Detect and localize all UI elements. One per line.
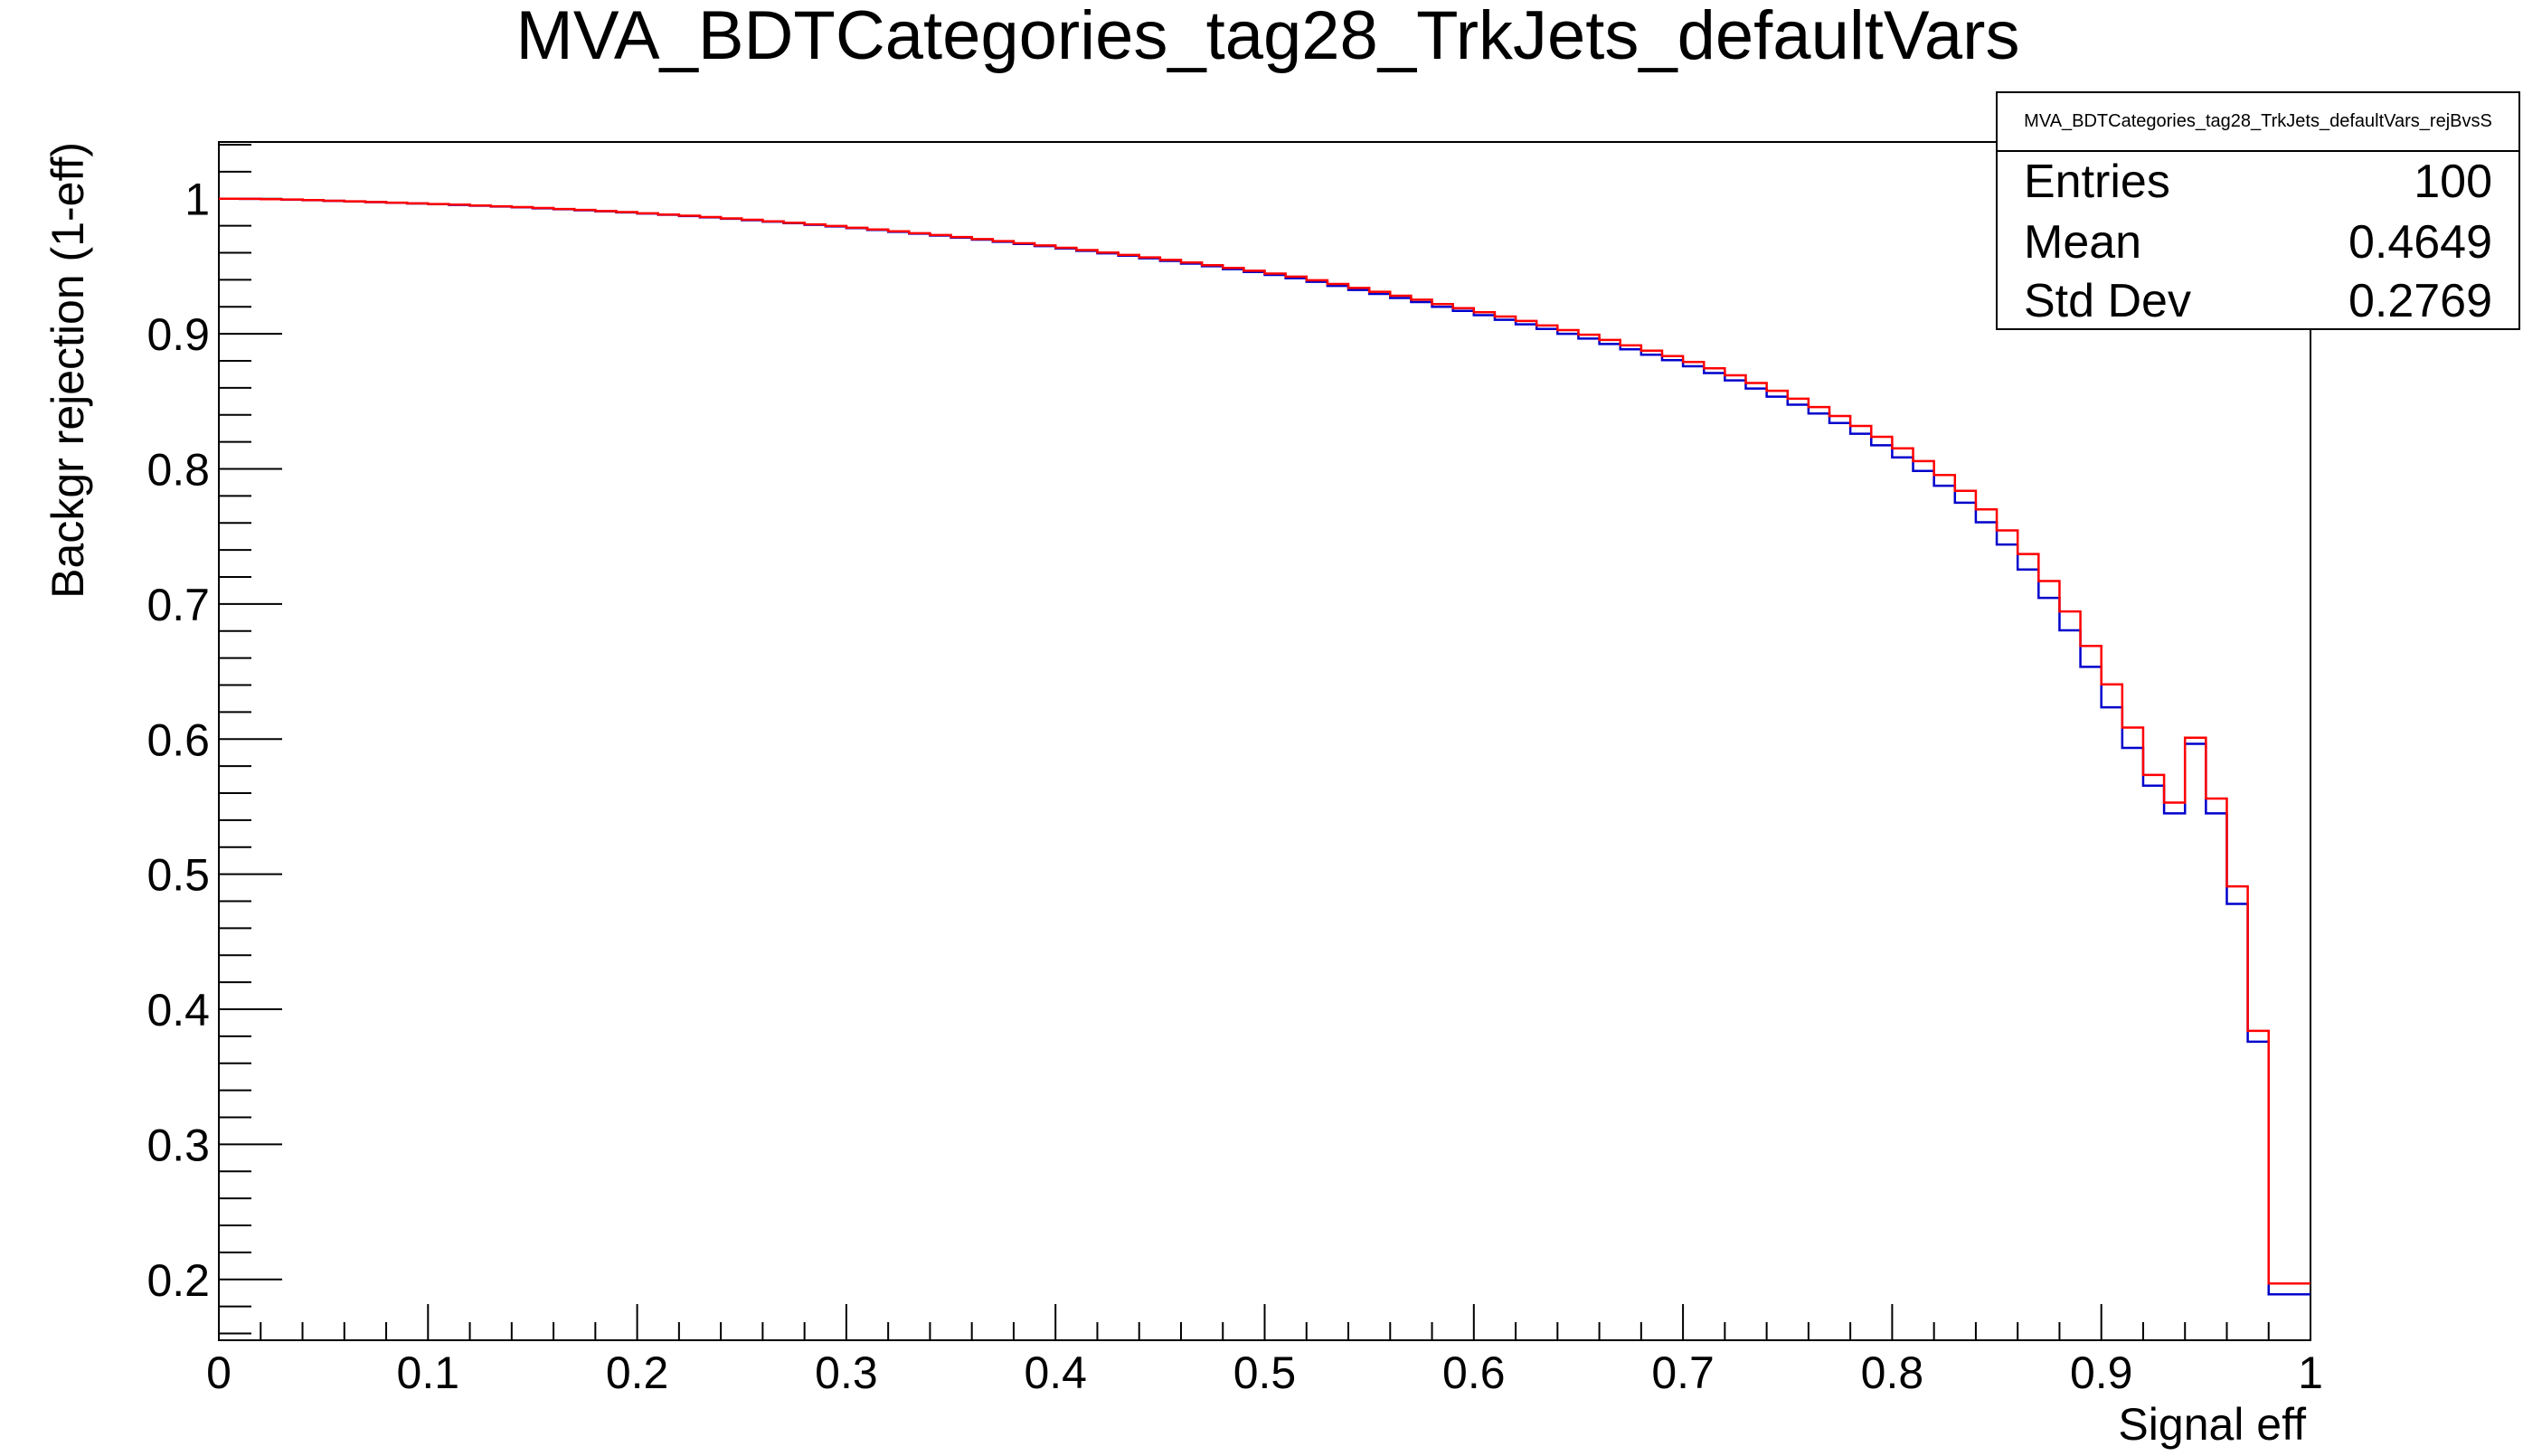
y-axis-tick-labels: 0.2 0.3 0.4 0.5 0.6 0.7 0.8 0.9 1	[146, 175, 210, 1306]
y-axis-label: Backgr rejection (1-eff)	[43, 142, 93, 599]
x-tick-label: 0.9	[2070, 1347, 2133, 1398]
stats-entries-label: Entries	[2024, 156, 2170, 208]
x-tick-label: 0.3	[815, 1347, 878, 1398]
y-axis-ticks	[219, 143, 282, 1335]
x-axis-ticks	[218, 1304, 2311, 1340]
y-tick-label: 0.5	[146, 850, 210, 901]
x-axis-label: Signal eff	[2118, 1399, 2306, 1450]
y-tick-label: 1	[184, 175, 210, 225]
chart-title: MVA_BDTCategories_tag28_TrkJets_defaultV…	[516, 0, 2020, 74]
y-tick-label: 0.2	[146, 1255, 210, 1306]
x-tick-label: 0.1	[397, 1347, 460, 1398]
stats-stddev-value: 0.2769	[2348, 275, 2492, 327]
stats-box-name: MVA_BDTCategories_tag28_TrkJets_defaultV…	[2024, 111, 2492, 131]
stats-stddev-label: Std Dev	[2024, 275, 2191, 327]
x-tick-label: 1	[2298, 1347, 2323, 1398]
x-tick-label: 0	[206, 1347, 232, 1398]
x-tick-label: 0.5	[1233, 1347, 1297, 1398]
stats-box-frame	[1996, 91, 2520, 330]
y-tick-label: 0.7	[146, 580, 210, 630]
y-tick-label: 0.4	[146, 985, 210, 1035]
series-1-line	[219, 197, 2310, 1296]
y-tick-label: 0.6	[146, 714, 210, 765]
x-tick-label: 0.4	[1024, 1347, 1087, 1398]
series-layer	[219, 197, 2310, 1296]
series-2-line	[219, 197, 2310, 1285]
x-tick-label: 0.2	[606, 1347, 669, 1398]
x-tick-label: 0.8	[1861, 1347, 1924, 1398]
y-tick-label: 0.3	[146, 1120, 210, 1170]
stats-box: MVA_BDTCategories_tag28_TrkJets_defaultV…	[1996, 91, 2520, 330]
x-tick-label: 0.7	[1651, 1347, 1715, 1398]
stats-mean-label: Mean	[2024, 216, 2141, 269]
stats-entries-value: 100	[2414, 156, 2492, 208]
stats-mean-value: 0.4649	[2348, 216, 2492, 269]
x-axis-tick-labels: 0 0.1 0.2 0.3 0.4 0.5 0.6 0.7 0.8 0.9 1	[206, 1347, 2323, 1398]
x-tick-label: 0.6	[1442, 1347, 1506, 1398]
y-tick-label: 0.9	[146, 309, 210, 360]
y-tick-label: 0.8	[146, 444, 210, 495]
